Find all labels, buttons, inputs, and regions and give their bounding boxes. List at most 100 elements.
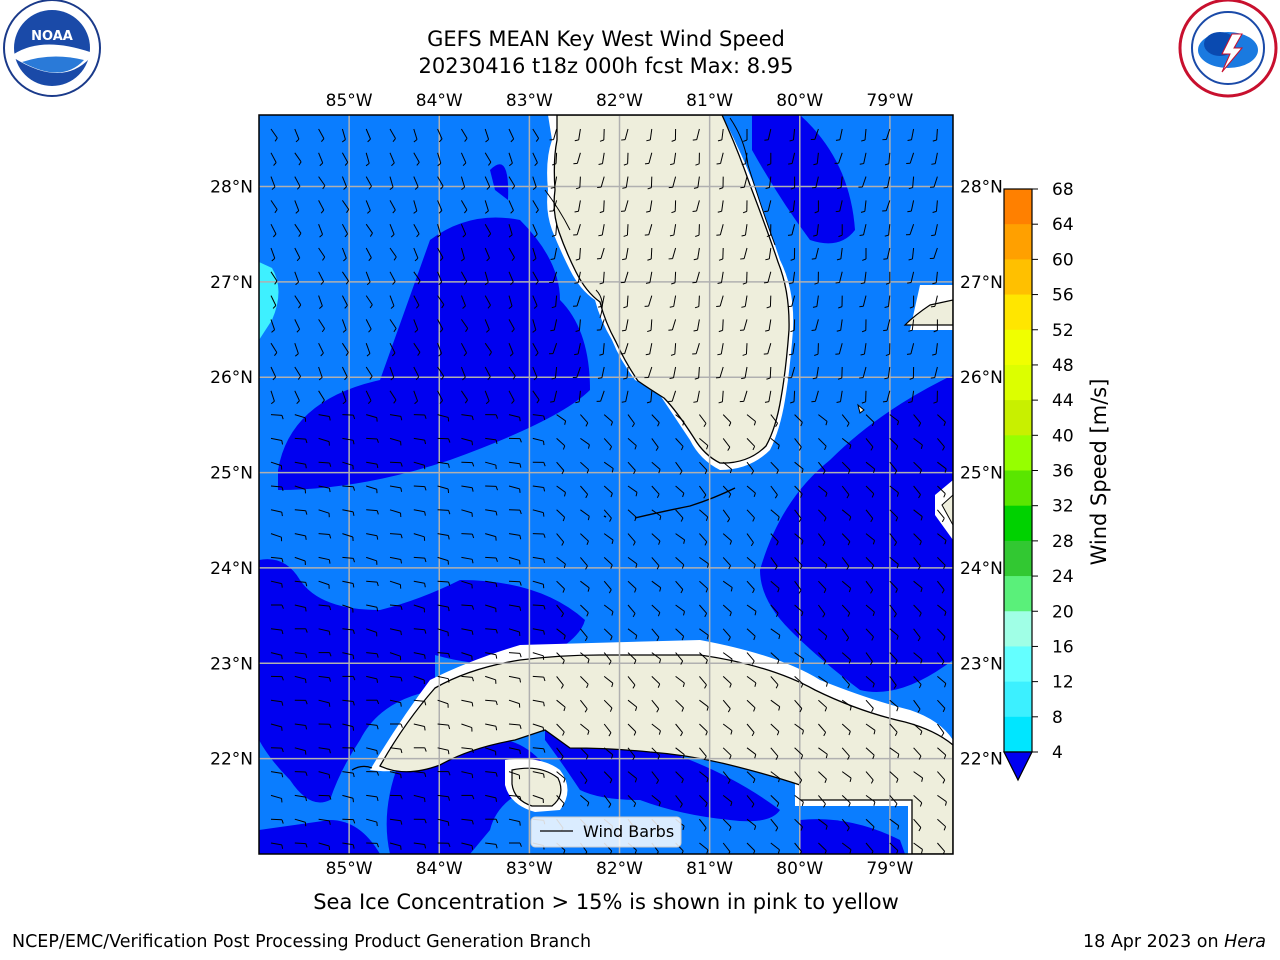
wind-barb [650,390,653,402]
wind-barb-flag [633,803,637,808]
wind-barb [461,485,473,489]
wind-barb-flag [692,139,697,141]
wind-barb [794,818,803,828]
wind-barb-flag [305,607,307,612]
wind-barb [484,152,492,163]
wind-barb [722,818,732,828]
wind-barb [580,557,588,567]
wind-barb [719,366,724,378]
wind-barb-flag [813,234,818,237]
wind-barb [389,747,401,750]
wind-barb [744,366,748,378]
wind-barb-flag [462,162,467,167]
colorbar-tick-label: 32 [1052,497,1074,517]
wind-barb-flag [448,653,451,658]
wind-barb [889,652,898,661]
wind-barb [675,747,685,755]
wind-barb-flag [495,701,498,706]
wind-barb [794,771,803,781]
wind-barb [770,676,779,686]
wind-barb [818,842,827,852]
wind-barb-flag [788,163,793,165]
wind-barb-flag [439,257,444,262]
wind-barb-flag [920,731,923,736]
wind-barb-flag [352,819,356,824]
wind-barb [508,414,520,418]
wind-barb-flag [835,210,840,213]
wind-barb-flag [635,563,638,568]
wind-barb [389,152,395,164]
wind-barb [413,390,419,402]
wind-barb [437,128,443,140]
wind-barb-flag [823,803,826,808]
wind-barb [839,200,843,212]
wind-barb [746,747,757,755]
wind-barb [413,176,419,187]
wind-barb [484,271,489,283]
wind-barb [580,676,589,685]
wind-barb-flag [464,138,468,142]
wind-barb-flag [608,732,612,737]
wind-barb [770,509,780,518]
wind-barb [746,652,755,662]
wind-barb [912,176,915,188]
colorbar-tick-label: 20 [1052,602,1074,622]
wind-barb-flag [728,636,731,641]
wind-barb [794,747,803,756]
wind-barb-flag [871,636,874,641]
wind-barb [675,604,685,612]
wind-barb [532,223,538,235]
wind-barb-flag [932,282,937,285]
wind-barb-flag [295,353,299,357]
wind-barb-flag [485,139,489,143]
wind-barb [366,675,378,680]
wind-barb-flag [870,518,874,523]
wind-barb-flag [822,542,826,547]
wind-barb [579,247,581,260]
wind-barb [580,461,589,470]
wind-barb-flag [369,304,373,309]
wind-barb-flag [680,660,684,665]
wind-barb-flag [790,187,795,190]
wind-barb [814,128,819,140]
wind-barb-flag [789,139,794,142]
wind-barb-flag [670,353,675,356]
wind-barb [576,366,581,378]
wind-barb-flag [585,422,589,427]
wind-barb-flag [801,540,804,545]
wind-barb [818,485,828,494]
wind-barb [767,343,772,354]
wind-barb-flag [471,534,475,539]
colorbar-tick-label: 60 [1052,250,1074,270]
wind-barb [270,437,282,441]
wind-barb-flag [860,353,865,356]
wind-barb-flag [623,234,628,237]
colorbar-tick-label: 12 [1052,673,1074,693]
wind-barb [532,699,544,703]
wind-barb [699,414,707,424]
wind-barb [675,557,685,566]
wind-barb-flag [775,755,779,760]
wind-barb-flag [681,707,684,712]
wind-barb [722,557,731,566]
wind-barb [460,176,466,188]
wind-barb [838,343,843,354]
wind-barb [770,723,780,732]
lat-tick-label-left: 24°N [210,559,253,579]
wind-barb [910,271,915,283]
wind-barb [413,699,425,702]
wind-barb [695,271,700,283]
wind-barb [793,390,796,402]
wind-barb-flag [552,163,557,166]
wind-barb-flag [305,510,308,515]
wind-barb [627,438,637,446]
chart-subtitle: 20230416 t18z 000h fcst Max: 8.95 [418,54,794,78]
wind-barb-flag [463,281,468,285]
wind-barb-flag [272,233,277,238]
wind-barb [580,652,590,660]
wind-barb-flag [801,468,804,474]
wind-barb-flag [751,803,755,808]
wind-barb [365,319,372,330]
wind-barb-flag [543,677,546,682]
wind-barb-flag [669,305,674,308]
